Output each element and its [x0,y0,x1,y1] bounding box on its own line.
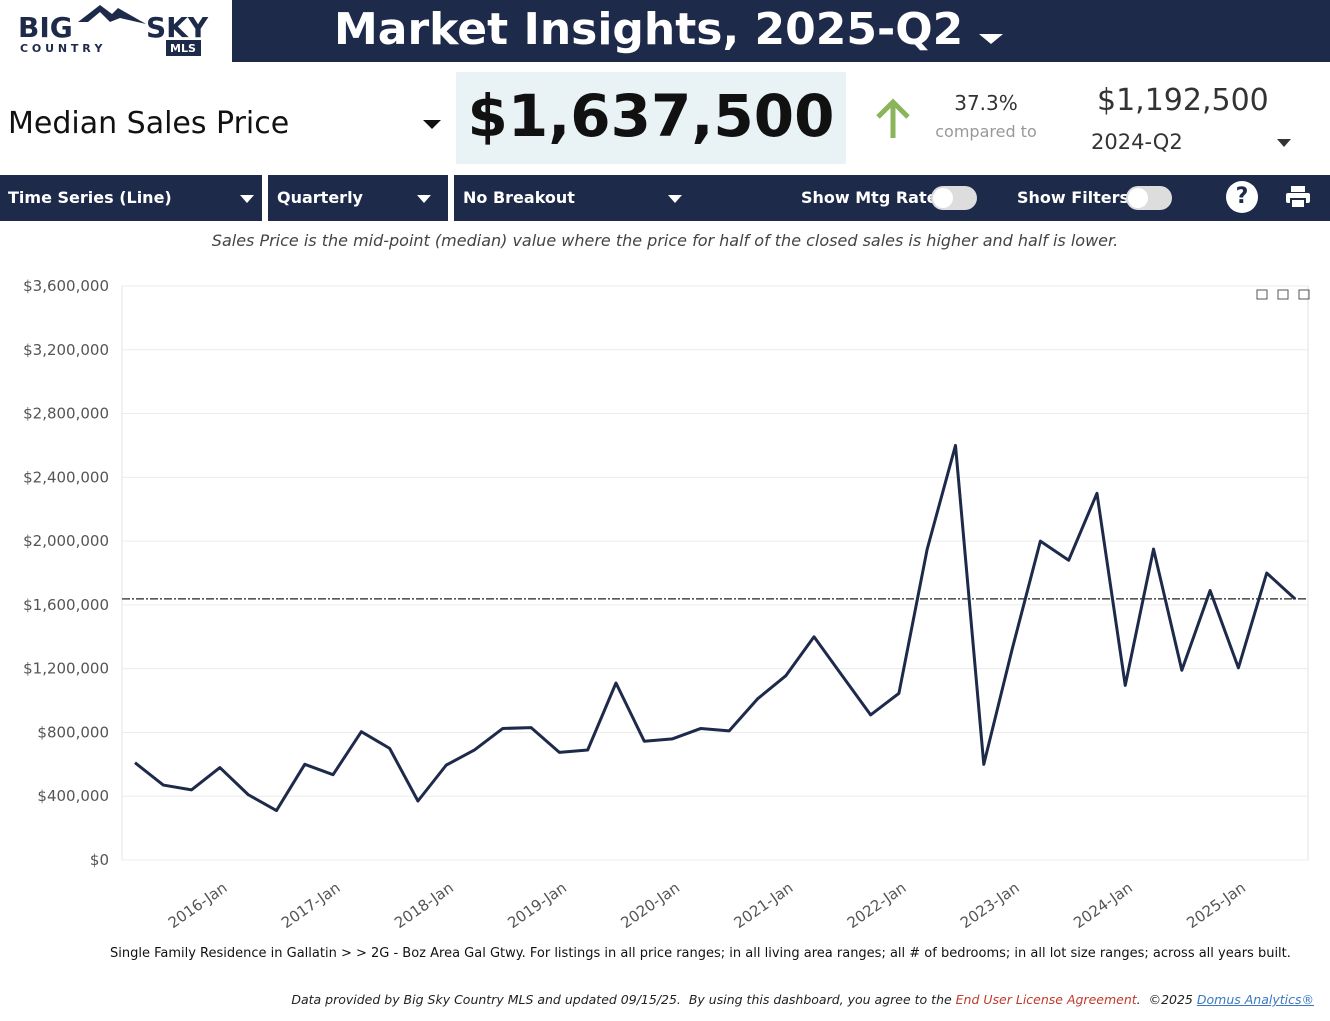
kpi-change: 37.3% [954,91,1018,115]
y-tick-label: $3,600,000 [23,277,109,295]
logo-sky: SKY [146,11,209,44]
vendor-link[interactable]: Domus Analytics® [1196,992,1314,1007]
logo-country: C O U N T R Y [20,42,104,55]
x-tick-label: 2021-Jan [731,879,797,932]
arrow-shape [876,98,910,138]
x-tick-label: 2025-Jan [1183,879,1249,932]
mtg-rate-toggle[interactable] [931,186,977,210]
x-tick-label: 2022-Jan [844,879,910,932]
x-tick-label: 2020-Jan [617,879,683,932]
chart-tool-icon [1256,289,1268,300]
x-tick-label: 2016-Jan [165,879,231,932]
print-button[interactable] [1285,184,1311,210]
up-arrow [876,98,910,138]
x-tick-label: 2019-Jan [504,879,570,932]
logo-art: BIG SKY C O U N T R Y MLS [18,5,209,56]
y-tick-label: $2,400,000 [23,468,109,486]
interval-select[interactable]: Quarterly [277,188,363,207]
y-tick-label: $400,000 [37,787,109,805]
filter-note: Single Family Residence in Gallatin > > … [110,946,1291,961]
y-tick-label: $0 [90,851,109,869]
kpi-box [456,72,846,164]
kpi-value: $1,637,500 [467,82,835,150]
footer: Data provided by Big Sky Country MLS and… [291,992,1314,1007]
logo-mls: MLS [170,42,196,55]
x-tick-label: 2024-Jan [1070,879,1136,932]
logo-big: BIG [18,11,73,44]
prior-caret [1277,139,1291,147]
y-tick-label: $2,800,000 [23,405,109,423]
caret [668,195,682,203]
series-line [134,443,1297,813]
chart-tool-icon [1298,289,1310,300]
toolbar [0,175,1330,221]
x-tick-label: 2017-Jan [278,879,344,932]
caret [417,195,431,203]
prior-period[interactable]: 2024-Q2 [1091,130,1183,154]
chart-type-select[interactable]: Time Series (Line) [8,188,172,207]
caret [240,195,254,203]
mtg-rate-label: Show Mtg Rate: [801,188,944,207]
help-button[interactable]: ? [1226,181,1258,213]
x-tick-label: 2018-Jan [391,879,457,932]
logo-mls-box [166,40,201,56]
title[interactable]: Market Insights, 2025-Q2 [334,4,1003,55]
logo-mountain [78,5,146,24]
toolbar-sep [262,175,268,221]
breakout-select[interactable]: No Breakout [463,188,575,207]
logo: BIG SKY C O U N T R Y MLS [0,0,232,62]
metric-select[interactable]: Median Sales Price [8,106,290,141]
filters-toggle[interactable] [1126,186,1172,210]
y-tick-label: $1,600,000 [23,596,109,614]
description: Sales Price is the mid-point (median) va… [211,231,1119,250]
y-tick-label: $1,200,000 [23,660,109,678]
header-bar [232,0,1330,62]
footer-text: Data provided by Big Sky Country MLS and… [291,992,956,1007]
toolbar-sep [448,175,454,221]
title-text: Market Insights, 2025-Q2 [334,4,964,55]
y-tick-label: $2,000,000 [23,532,109,550]
license-link[interactable]: End User License Agreement [955,992,1137,1007]
kpi-compared: compared to [935,122,1037,141]
metric-caret [423,120,441,129]
y-tick-label: $3,200,000 [23,341,109,359]
y-tick-label: $800,000 [37,723,109,741]
copyright: . ©2025 [1136,992,1197,1007]
prior-value: $1,192,500 [1097,83,1269,118]
filters-label: Show Filters: [1017,188,1136,207]
chart: $0 $400,000 $800,000 $1,200,000 $1,600,000 $2… [23,277,1310,932]
x-tick-label: 2023-Jan [957,879,1023,932]
chart-tool-icon [1277,289,1289,300]
title-caret [978,34,1003,44]
